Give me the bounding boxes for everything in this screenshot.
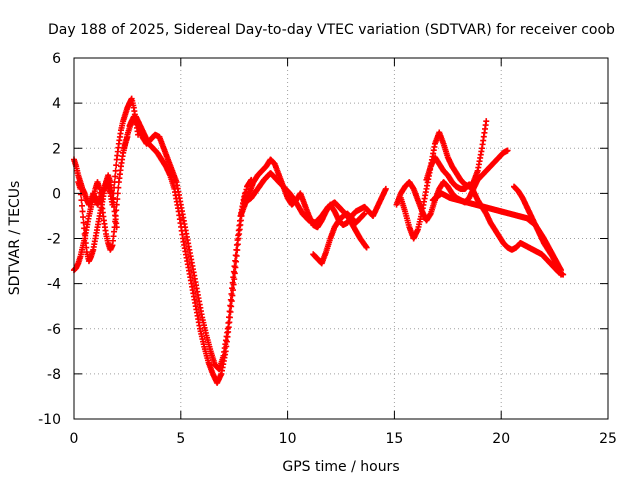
data-point (224, 325, 231, 332)
y-tick-label: -4 (47, 277, 61, 293)
data-point (77, 185, 84, 192)
data-point (232, 257, 239, 264)
data-point (115, 184, 122, 191)
data-point (80, 219, 87, 226)
x-tick-label: 20 (492, 431, 510, 447)
y-tick-label: -10 (38, 412, 61, 428)
data-point (363, 244, 370, 251)
x-tick-label: 5 (176, 431, 185, 447)
data-point (77, 191, 84, 198)
x-tick-label: 0 (70, 431, 79, 447)
chart-title: Day 188 of 2025, Sidereal Day-to-day VTE… (48, 22, 615, 38)
data-point (231, 263, 238, 270)
x-tick-label: 10 (279, 431, 297, 447)
y-tick-label: 0 (52, 186, 61, 202)
y-tick-label: -8 (47, 367, 61, 383)
data-point (226, 314, 233, 321)
x-axis-title: GPS time / hours (282, 459, 399, 475)
data-point (228, 290, 235, 297)
data-point (229, 285, 236, 292)
series-s5 (126, 113, 248, 373)
data-point (558, 271, 565, 278)
axis-ticks: 0 5 10 15 20 25 -10 -8 -6 -4 -2 0 2 4 6 (38, 51, 617, 447)
data-point (113, 162, 120, 169)
data-point (483, 118, 490, 125)
data-point (233, 258, 240, 265)
series-s13 (511, 183, 565, 278)
data-point (226, 308, 233, 315)
data-point (80, 214, 87, 221)
data-point (227, 302, 234, 309)
y-tick-label: 2 (52, 141, 61, 157)
y-tick-label: 4 (52, 96, 61, 112)
data-point (229, 279, 236, 286)
data-point (79, 202, 86, 209)
series-s7 (241, 170, 370, 251)
data-point (225, 319, 232, 326)
data-point (228, 303, 235, 310)
y-tick-label: 6 (52, 51, 61, 67)
data-point (81, 225, 88, 232)
data-point (230, 268, 237, 275)
data-point (361, 210, 368, 217)
data-point (114, 190, 121, 197)
series-s3 (75, 172, 120, 265)
data-point (382, 185, 389, 192)
data-point (113, 224, 120, 231)
data-point (227, 296, 234, 303)
data-point (78, 197, 85, 204)
data-point (112, 173, 119, 180)
data-point (230, 274, 237, 281)
x-tick-label: 15 (385, 431, 403, 447)
y-tick-label: -2 (47, 232, 61, 248)
data-series (71, 95, 567, 386)
x-tick-label: 25 (599, 431, 617, 447)
data-point (79, 208, 86, 215)
data-point (232, 252, 239, 259)
data-point (114, 196, 121, 203)
series-s8 (310, 210, 368, 267)
data-point (504, 147, 511, 154)
y-axis-title: SDTVAR / TECUs (7, 181, 23, 296)
y-tick-label: -6 (47, 322, 61, 338)
